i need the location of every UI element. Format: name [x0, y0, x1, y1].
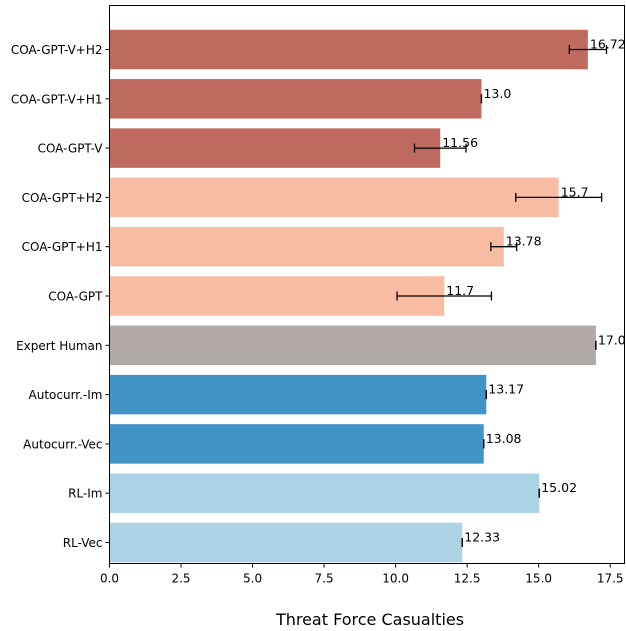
bar-coa-gpt-h1 — [109, 226, 504, 267]
y-tick-label-coa-gpt-h1: COA-GPT+H1 — [22, 240, 103, 254]
value-label-autocurr-im: 13.17 — [488, 382, 524, 397]
y-tick-label-coa-gpt: COA-GPT — [48, 290, 103, 304]
value-label-coa-gpt-h2: 15.7 — [561, 184, 589, 199]
error-bar-coa-gpt-h1 — [490, 242, 518, 252]
bar-expert-human — [109, 325, 596, 366]
data-labels: 16.72 13.0 11.56 15.7 13.78 11.7 17.0 13.17 13.0… — [442, 37, 626, 545]
y-tick-label-expert-human: Expert Human — [16, 339, 102, 353]
y-tick-label-autocurr-im: Autocurr.-Im — [29, 388, 103, 402]
x-axis-ticks: 0.0 2.5 5.0 7.5 10.0 12.5 15.0 17.5 — [100, 563, 624, 586]
error-bar-coa-gpt-v — [413, 143, 467, 153]
value-label-rl-im: 15.02 — [541, 480, 577, 495]
y-tick-label-coa-gpt-v: COA-GPT-V — [38, 142, 104, 156]
value-label-coa-gpt-v-h1: 13.0 — [483, 86, 511, 101]
error-bar-coa-gpt-v-h2 — [568, 45, 608, 54]
y-tick-label-coa-gpt-v-h2: COA-GPT-V+H2 — [11, 43, 103, 57]
y-tick-label-rl-im: RL-Im — [68, 487, 102, 501]
value-label-autocurr-vec: 13.08 — [486, 431, 522, 446]
error-bar-coa-gpt-h2 — [515, 192, 603, 202]
value-label-coa-gpt-v: 11.56 — [442, 135, 478, 150]
x-tick-label-2: 5.0 — [243, 572, 262, 586]
x-tick-label-1: 2.5 — [171, 572, 190, 586]
bar-rl-vec — [109, 522, 463, 563]
bars — [109, 29, 596, 563]
y-tick-label-autocurr-vec: Autocurr.-Vec — [23, 437, 102, 451]
x-tick-label-7: 17.5 — [597, 572, 624, 586]
x-tick-label-0: 0.0 — [100, 572, 119, 586]
value-label-coa-gpt-v-h2: 16.72 — [590, 37, 626, 52]
error-bar-coa-gpt — [396, 291, 493, 301]
bar-rl-im — [109, 473, 540, 513]
x-tick-label-4: 10.0 — [382, 572, 409, 586]
value-label-expert-human: 17.0 — [598, 332, 626, 347]
y-tick-label-coa-gpt-h2: COA-GPT+H2 — [22, 191, 103, 205]
plot-frame — [109, 5, 625, 564]
bar-coa-gpt — [109, 276, 445, 316]
y-tick-label-coa-gpt-v-h1: COA-GPT-V+H1 — [11, 92, 103, 106]
x-tick-label-3: 7.5 — [315, 572, 334, 586]
x-tick-label-6: 15.0 — [525, 572, 552, 586]
x-axis-title: Threat Force Casualties — [275, 610, 464, 629]
y-tick-label-rl-vec: RL-Vec — [63, 536, 103, 550]
bar-coa-gpt-v-h1 — [109, 79, 482, 119]
value-label-coa-gpt: 11.7 — [446, 283, 474, 298]
error-bars — [396, 45, 608, 547]
value-label-rl-vec: 12.33 — [464, 530, 500, 545]
bar-coa-gpt-h2 — [109, 177, 559, 218]
bar-coa-gpt-v — [109, 128, 441, 168]
bar-coa-gpt-v-h2 — [109, 29, 588, 70]
y-axis-ticks: COA-GPT-V+H2 COA-GPT-V+H1 COA-GPT-V COA-GPT… — [11, 43, 110, 550]
value-label-coa-gpt-h1: 13.78 — [506, 234, 542, 249]
bar-autocurr-vec — [109, 424, 484, 464]
bar-autocurr-im — [109, 374, 487, 415]
x-tick-label-5: 12.5 — [454, 572, 481, 586]
